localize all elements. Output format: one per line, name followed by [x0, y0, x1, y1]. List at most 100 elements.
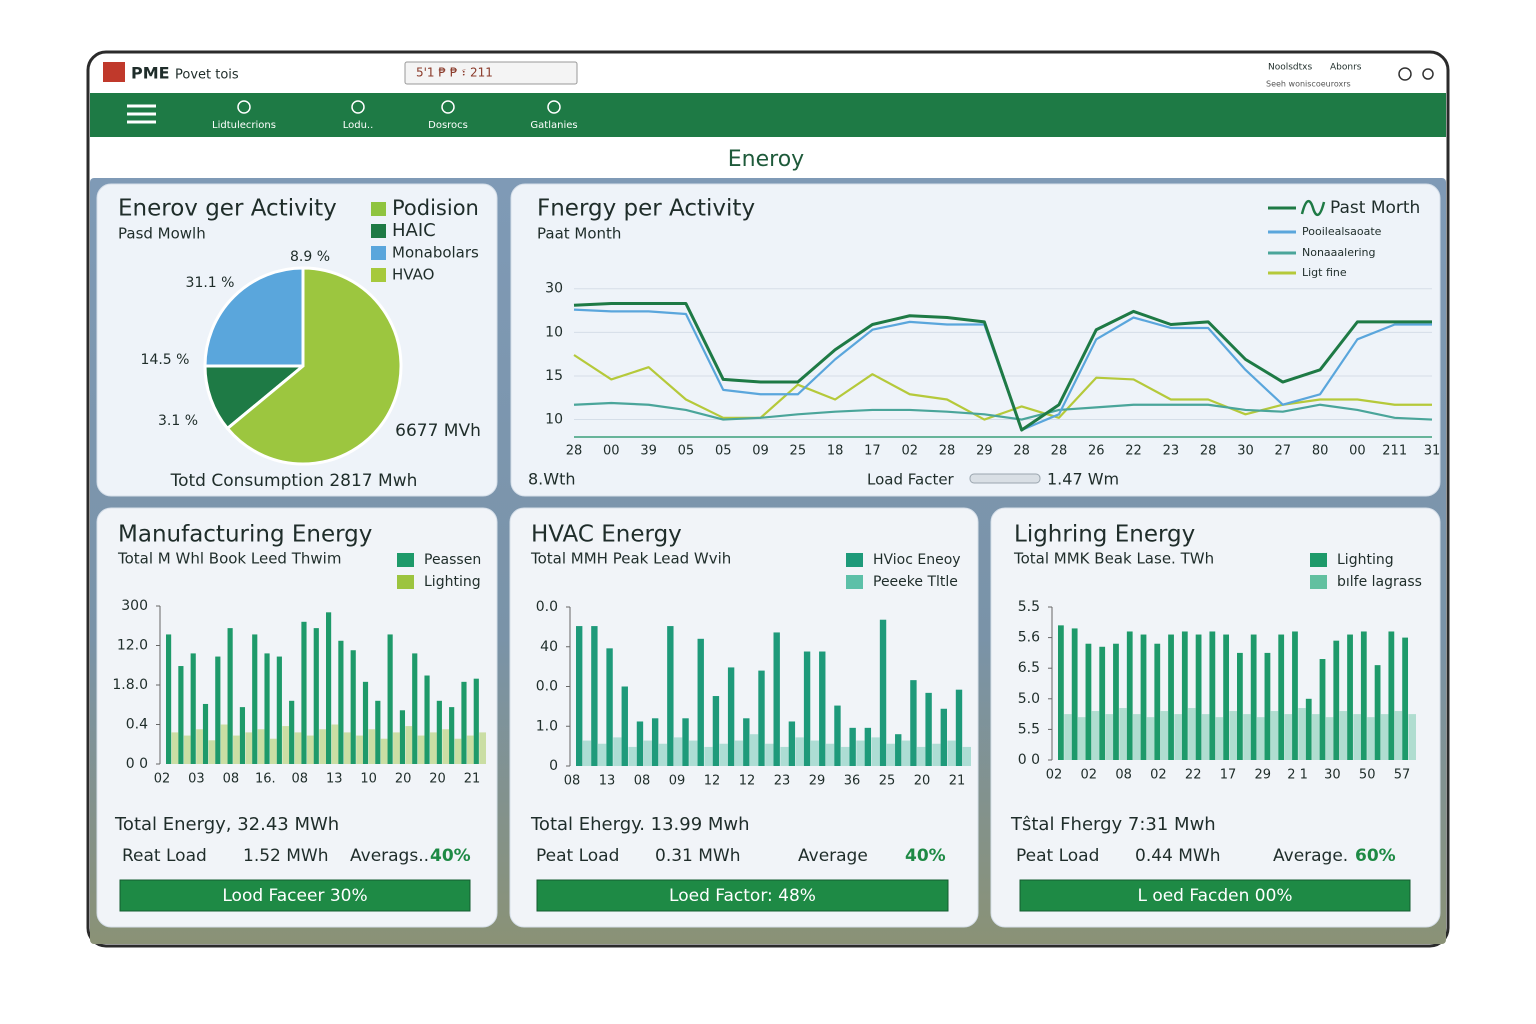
x-tick-label: 57: [1394, 768, 1411, 783]
pie-label: 14.5 %: [141, 352, 190, 368]
nav-icon[interactable]: [441, 100, 455, 114]
bar: [1408, 714, 1416, 760]
y-tick-label: 300: [121, 598, 148, 614]
bar: [393, 732, 400, 764]
bar: [1256, 717, 1265, 760]
stat-label: Peat Load: [1016, 846, 1099, 866]
nav-icon[interactable]: [237, 100, 251, 114]
bar: [582, 740, 592, 766]
x-tick-label: 80: [1312, 444, 1329, 459]
y-tick-label: 5.5: [1018, 599, 1040, 615]
user-icon[interactable]: [1398, 67, 1412, 81]
nav-item[interactable]: Gatlanies: [530, 120, 577, 131]
stat-value: 1.52 MWh: [243, 846, 329, 866]
bar: [628, 746, 637, 766]
bar: [1292, 631, 1298, 760]
bar: [1133, 714, 1141, 760]
nav-icon[interactable]: [547, 100, 561, 114]
y-tick-label: 1.8.0: [112, 677, 148, 693]
nav-icon[interactable]: [351, 100, 365, 114]
panel-title: Enerov ger Activity: [118, 196, 337, 222]
header-link[interactable]: Abonrs: [1330, 63, 1362, 73]
bar: [1223, 634, 1230, 760]
legend-label: HVioc Eneoy: [873, 552, 961, 568]
bar: [350, 650, 356, 764]
legend-label: Peeeke Tltle: [873, 574, 958, 590]
nav-item[interactable]: Lodu..: [343, 120, 374, 131]
y-tick-label: 0: [549, 758, 558, 774]
bar: [473, 678, 479, 764]
stat-value: 40%: [905, 846, 946, 866]
load-factor-button[interactable]: [1019, 879, 1411, 912]
legend-label: Lighting: [424, 574, 481, 590]
bar: [917, 746, 926, 766]
bar: [727, 667, 735, 766]
bar: [326, 612, 332, 764]
bar: [1174, 714, 1182, 760]
bar: [704, 746, 713, 766]
bar: [313, 628, 319, 764]
bar: [301, 621, 307, 764]
bar: [399, 710, 406, 764]
legend-swatch: [846, 553, 863, 567]
bar: [598, 743, 607, 766]
panel-subtitle: Total MMK Beak Lase. TWh: [1013, 550, 1214, 568]
x-tick-label: 50: [1359, 768, 1376, 783]
legend-label: Podision: [392, 196, 479, 220]
bar: [1077, 717, 1086, 760]
line-series: [573, 302, 1432, 432]
bar: [178, 666, 184, 764]
panel-title: HVAC Energy: [531, 522, 682, 548]
nav-item[interactable]: Dosrocs: [428, 120, 468, 131]
y-tick-label: 0.0: [536, 599, 558, 615]
bar: [621, 686, 628, 766]
y-tick-label: 10: [545, 412, 563, 428]
menu-button[interactable]: [127, 104, 156, 124]
bar: [1160, 711, 1169, 760]
bar: [864, 727, 872, 766]
bar: [1250, 634, 1257, 760]
search-box[interactable]: [404, 61, 578, 85]
load-factor-label[interactable]: Lood Faceer 30%: [222, 886, 367, 906]
bar: [289, 700, 295, 764]
x-tick-label: 31: [1424, 444, 1441, 459]
header-link[interactable]: Noolsdtxs: [1268, 63, 1313, 73]
settings-icon[interactable]: [1422, 68, 1434, 80]
x-tick-label: 17: [1220, 768, 1237, 783]
bar: [947, 740, 956, 766]
bar: [803, 651, 811, 766]
bar: [1058, 625, 1064, 760]
bar: [387, 634, 393, 764]
stat-label: Reat Load: [122, 846, 207, 866]
bar: [1360, 631, 1367, 760]
bar: [362, 681, 369, 764]
bar: [758, 670, 765, 766]
bar: [773, 632, 780, 766]
bar: [697, 638, 704, 766]
header-subtext: Seeh woniscoeuroxrs: [1266, 80, 1351, 89]
load-factor-button[interactable]: [119, 879, 471, 912]
bar: [940, 708, 947, 766]
pie-label: 6677 MVh: [395, 421, 481, 441]
y-tick-label: 0 0: [126, 756, 148, 772]
x-tick-label: 30: [1237, 444, 1254, 459]
load-factor-label[interactable]: L oed Facden 00%: [1137, 886, 1292, 906]
x-tick-label: 36: [844, 774, 861, 789]
legend-swatch: [846, 575, 863, 589]
bar: [276, 656, 282, 764]
nav-item[interactable]: Lidtulecrions: [212, 120, 276, 131]
load-factor-button[interactable]: [536, 879, 949, 912]
bar: [270, 738, 277, 764]
bar: [1339, 711, 1348, 760]
bar: [765, 743, 774, 766]
pie-label: 31.1 %: [186, 275, 235, 291]
bar: [749, 734, 759, 766]
panel-subtitle: Total M Whl Book Leed Thwim: [117, 550, 341, 568]
legend-label: Lighting: [1337, 552, 1394, 568]
bar: [1394, 711, 1403, 760]
legend-icon: [1300, 200, 1326, 216]
load-factor-label[interactable]: Loed Factor: 48%: [669, 886, 816, 906]
legend-label: Nonaaalering: [1302, 246, 1376, 259]
